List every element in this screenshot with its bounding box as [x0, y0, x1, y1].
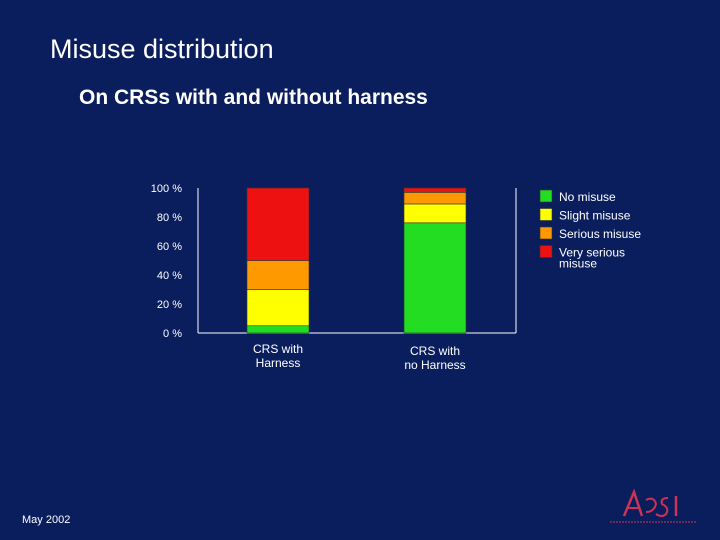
- slide-date: May 2002: [22, 514, 71, 526]
- x-category-label: CRS with: [410, 344, 460, 358]
- legend-label: misuse: [559, 257, 597, 271]
- y-tick-label: 40 %: [157, 270, 182, 282]
- slide-title: Misuse distribution: [50, 34, 274, 64]
- bar-segment: [403, 203, 467, 224]
- y-tick-label: 100 %: [151, 183, 182, 195]
- slide-subtitle: On CRSs with and without harness: [79, 86, 428, 109]
- legend-swatch: [539, 208, 553, 221]
- apsi-logo-icon: [610, 488, 696, 523]
- y-tick-label: 20 %: [157, 299, 182, 311]
- legend-label: Serious misuse: [559, 227, 641, 241]
- bar-segment: [403, 192, 467, 205]
- bar-segment: [403, 187, 467, 193]
- legend-label: Very serious: [559, 246, 625, 260]
- legend-label: Slight misuse: [559, 209, 631, 223]
- y-tick-label: 0 %: [163, 328, 182, 340]
- bar-segment: [403, 222, 467, 334]
- legend-swatch: [539, 189, 553, 203]
- legend-label: No misuse: [559, 190, 616, 204]
- bar-segment: [246, 260, 310, 290]
- bar-segment: [246, 325, 310, 334]
- legend-swatch: [539, 226, 553, 240]
- x-category-label: no Harness: [404, 358, 465, 372]
- legend-swatch: [539, 245, 553, 258]
- x-category-label: CRS with: [253, 342, 303, 356]
- x-category-label: Harness: [256, 356, 301, 370]
- bar-segment: [246, 187, 310, 261]
- y-tick-label: 80 %: [157, 212, 182, 224]
- y-tick-label: 60 %: [157, 241, 182, 253]
- bar-segment: [246, 289, 310, 327]
